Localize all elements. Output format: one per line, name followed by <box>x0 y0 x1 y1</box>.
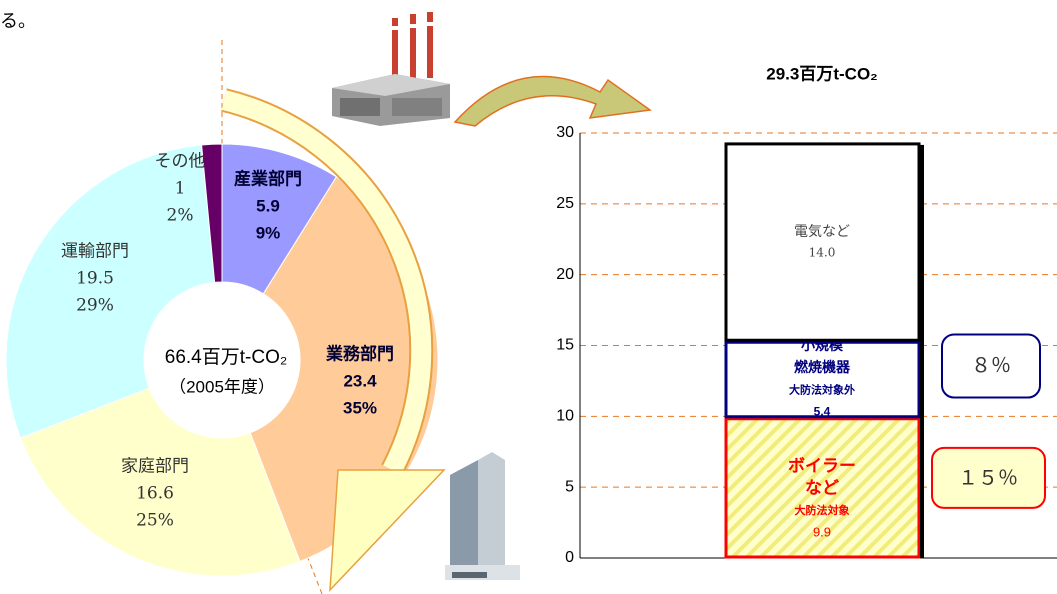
bar-label: ボイラー <box>788 456 856 475</box>
bar-label: 電気など <box>794 224 850 240</box>
y-tick-label: 5 <box>565 478 574 495</box>
segment-label: 産業部門 <box>234 168 302 188</box>
segment-label: 家庭部門 <box>121 457 189 477</box>
bar-sublabel: 大防法対象外 <box>789 382 855 396</box>
segment-value: 5.9 <box>256 196 280 215</box>
chart-title: 29.3百万t-CO₂ <box>766 64 877 83</box>
y-tick-label: 20 <box>556 266 574 283</box>
segment-percent: 9% <box>256 223 281 242</box>
segment-percent: 29% <box>76 296 114 316</box>
flow-arrow <box>221 88 446 593</box>
building-icon <box>445 452 520 580</box>
segment-label: 業務部門 <box>326 343 394 363</box>
bar-segment <box>724 417 921 559</box>
bar-sublabel: 大防法対象 <box>795 503 850 517</box>
bar-segment <box>724 340 921 419</box>
segment-label: その他 <box>155 152 206 172</box>
share-label: １５％ <box>958 465 1018 489</box>
center-year: （2005年度） <box>169 377 275 396</box>
factory-icon <box>332 12 450 126</box>
segment-percent: 2% <box>167 206 194 226</box>
donut-segment <box>5 144 216 439</box>
segment-label: 運輸部門 <box>61 242 129 262</box>
segment-value: 16.6 <box>136 484 174 504</box>
bar-value: 14.0 <box>809 245 836 259</box>
segment-value: 19.5 <box>76 269 114 289</box>
segment-percent: 25% <box>136 511 174 531</box>
donut-segment <box>201 143 223 283</box>
share-box <box>931 446 1046 509</box>
segment-percent: 35% <box>343 398 377 417</box>
bar-label: など <box>805 478 839 497</box>
donut-segment <box>19 387 301 577</box>
segment-value: 23.4 <box>343 371 377 390</box>
y-tick-label: 10 <box>556 408 574 425</box>
intro-text: る。 <box>0 11 36 32</box>
center-total: 66.4百万t-CO₂ <box>165 347 287 368</box>
bar-shadow <box>920 144 924 558</box>
y-tick-label: 0 <box>565 549 574 566</box>
flow-arrow <box>453 75 652 127</box>
share-label: ８％ <box>971 353 1011 377</box>
bar-value: 5.4 <box>814 405 831 419</box>
bar-segment <box>724 142 921 342</box>
y-tick-label: 25 <box>556 195 574 212</box>
share-box <box>941 333 1041 399</box>
segment-value: 1 <box>175 179 186 199</box>
y-tick-label: 15 <box>556 337 574 354</box>
bar-label: 燃焼機器 <box>794 359 851 375</box>
bar-value: 9.9 <box>813 524 831 539</box>
y-tick-label: 30 <box>556 124 574 141</box>
